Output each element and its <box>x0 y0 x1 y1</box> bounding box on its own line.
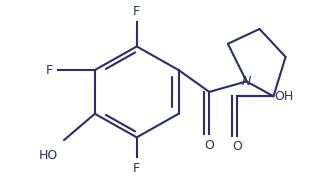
Text: HO: HO <box>38 149 58 162</box>
Text: OH: OH <box>274 90 293 103</box>
Text: O: O <box>204 139 214 152</box>
Text: O: O <box>232 140 242 153</box>
Text: F: F <box>133 162 140 175</box>
Text: F: F <box>46 64 53 77</box>
Text: F: F <box>133 5 140 18</box>
Text: N: N <box>242 75 251 88</box>
